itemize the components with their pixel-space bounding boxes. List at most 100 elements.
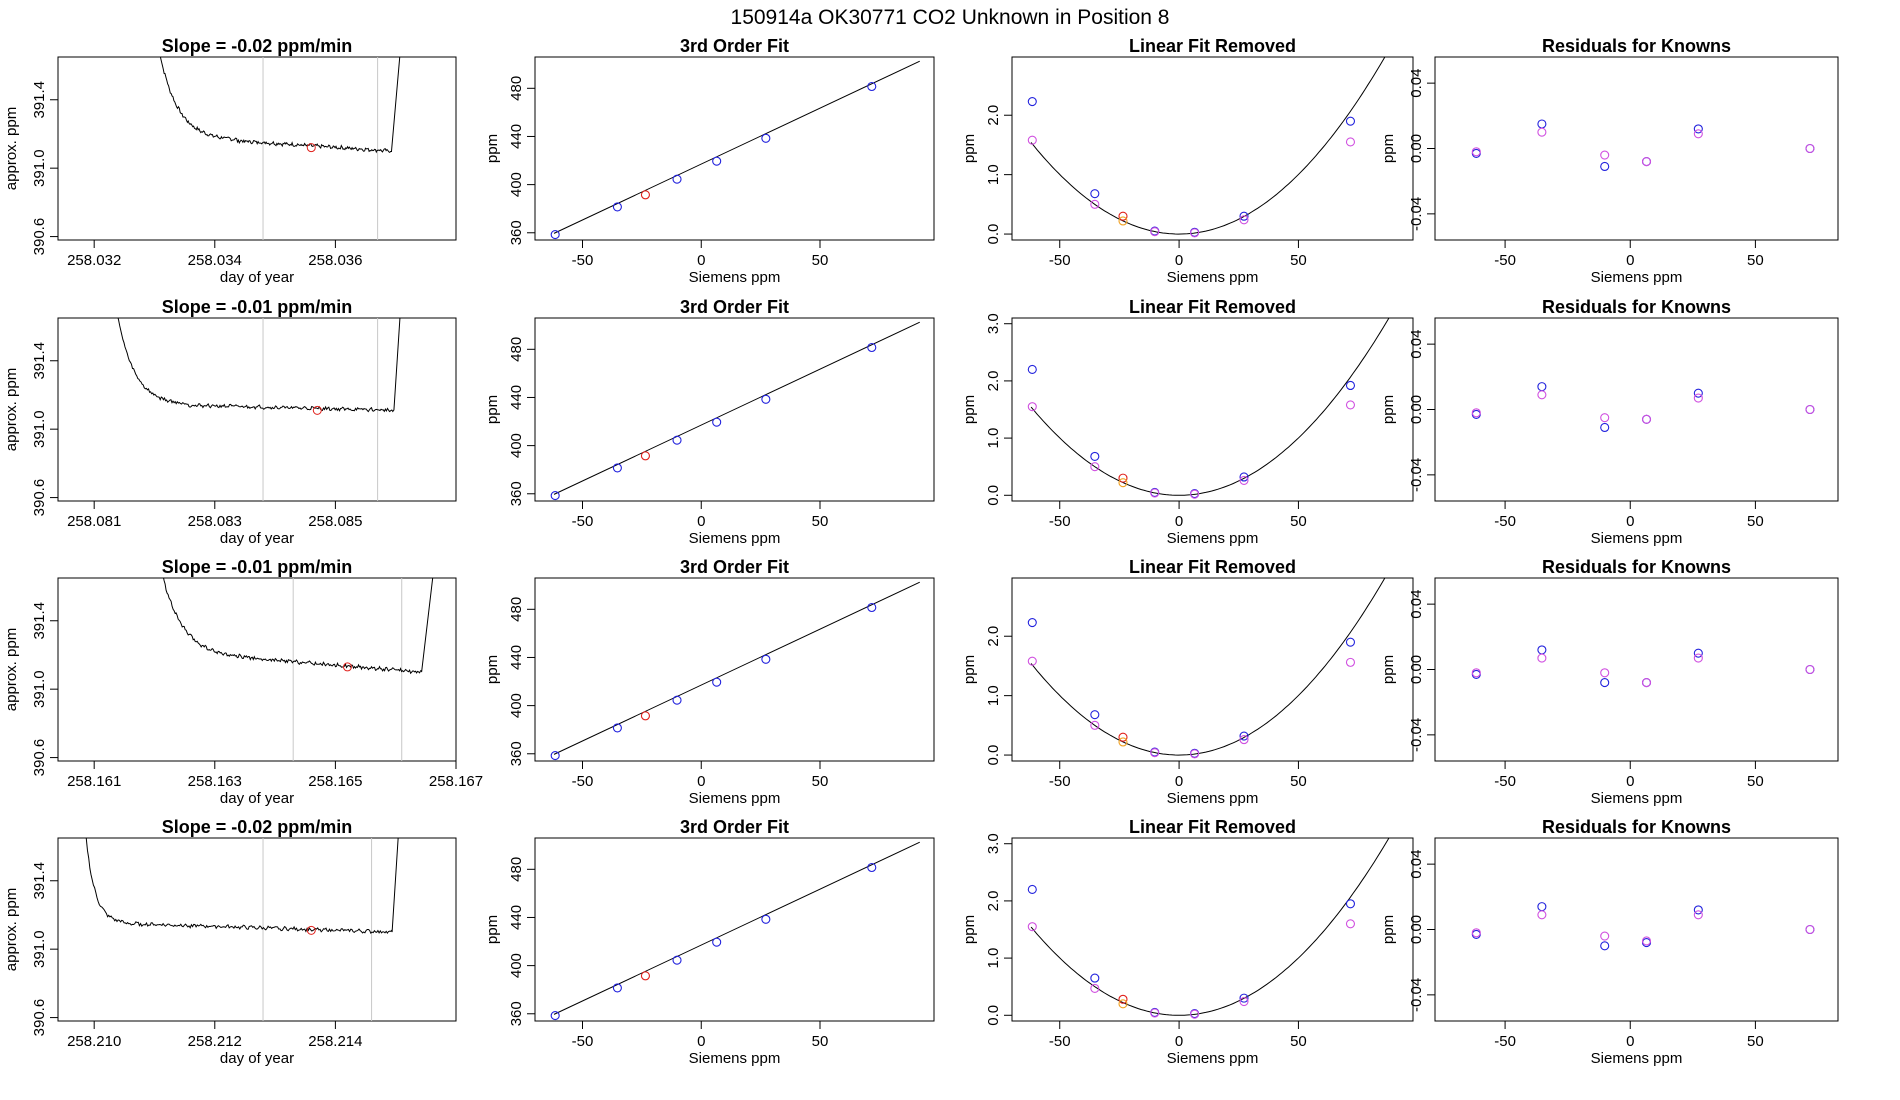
panel-fit-row-3: 3rd Order Fit -50 0 50 360 400 440 480 Siemens p… bbox=[484, 817, 935, 1067]
panel-title: Linear Fit Removed bbox=[1129, 557, 1296, 577]
data-point-known bbox=[1239, 472, 1249, 482]
y-tick-label: 391.0 bbox=[31, 670, 48, 708]
x-tick-label: 0 bbox=[1175, 513, 1183, 530]
data-point-alt bbox=[1190, 749, 1200, 759]
y-tick-label: 390.6 bbox=[31, 999, 48, 1037]
x-axis-label: Siemens ppm bbox=[1591, 1050, 1683, 1067]
panel-linear_removed-row-1: Linear Fit Removed -50 0 50 0.0 1.0 2.0 3.0 Siem… bbox=[961, 297, 1414, 547]
data-point-alt bbox=[1239, 997, 1249, 1007]
data-point-current bbox=[1118, 211, 1128, 221]
data-point-known bbox=[612, 723, 622, 733]
data-point-known bbox=[1090, 451, 1100, 461]
panel-linear_removed-row-0: Linear Fit Removed -50 0 50 0.0 1.0 2.0 Siemens… bbox=[961, 36, 1414, 286]
y-tick-label: 360 bbox=[508, 220, 525, 245]
data-point-alt bbox=[1150, 488, 1160, 498]
y-tick-label: 0.04 bbox=[1408, 590, 1425, 619]
x-tick-label: 258.214 bbox=[308, 1033, 362, 1050]
data-point-alt bbox=[1641, 936, 1652, 946]
data-point-known bbox=[1345, 380, 1356, 391]
y-tick-label: 0.0 bbox=[985, 745, 1002, 766]
x-tick-label: 0 bbox=[1175, 252, 1183, 269]
y-tick-label: 400 bbox=[508, 953, 525, 978]
data-point-known bbox=[550, 1011, 560, 1021]
y-tick-label: 2.0 bbox=[985, 890, 1002, 911]
concentration-trace bbox=[117, 318, 401, 413]
concentration-trace bbox=[163, 578, 434, 675]
x-tick-label: 50 bbox=[1747, 513, 1764, 530]
x-tick-label: 50 bbox=[1290, 1033, 1307, 1050]
data-point-alt bbox=[1693, 393, 1703, 403]
data-point-current bbox=[640, 190, 650, 200]
y-axis-label: approx. ppm bbox=[3, 107, 20, 190]
plot-frame bbox=[57, 317, 457, 502]
panel-title: Slope = -0.02 ppm/min bbox=[162, 36, 353, 56]
x-tick-label: 258.034 bbox=[188, 252, 242, 269]
x-tick-label: 50 bbox=[1747, 773, 1764, 790]
x-tick-label: -50 bbox=[1049, 252, 1071, 269]
data-point-current bbox=[1118, 732, 1128, 742]
panel-fit-row-1: 3rd Order Fit -50 0 50 360 400 440 480 Siemens p… bbox=[484, 297, 935, 547]
data-point-known bbox=[1027, 97, 1037, 107]
concentration-trace bbox=[85, 838, 399, 935]
panel-title: 3rd Order Fit bbox=[680, 297, 789, 317]
fit-line bbox=[553, 60, 920, 234]
data-point-alt bbox=[1345, 657, 1356, 667]
y-tick-label: 391.0 bbox=[31, 410, 48, 448]
data-point-known bbox=[1239, 993, 1249, 1003]
plot-frame bbox=[1434, 56, 1839, 241]
x-tick-label: -50 bbox=[1494, 773, 1516, 790]
y-tick-label: 0.00 bbox=[1408, 915, 1425, 944]
data-point-known bbox=[712, 677, 722, 687]
data-point-known bbox=[712, 937, 722, 947]
x-tick-label: 258.210 bbox=[67, 1033, 121, 1050]
data-point-known bbox=[672, 435, 682, 445]
y-tick-label: 391.0 bbox=[31, 930, 48, 968]
data-point-alt bbox=[1027, 656, 1037, 666]
data-point-alt bbox=[1693, 129, 1703, 139]
plot-frame bbox=[534, 317, 935, 502]
panel-timeseries-row-3: Slope = -0.02 ppm/min 258.210 258.212 258.2… bbox=[3, 817, 457, 1067]
x-tick-label: 258.085 bbox=[308, 513, 362, 530]
data-point-known bbox=[867, 862, 877, 873]
panel-title: 3rd Order Fit bbox=[680, 36, 789, 56]
x-tick-label: 258.212 bbox=[188, 1033, 242, 1050]
panel-title: Linear Fit Removed bbox=[1129, 36, 1296, 56]
x-tick-label: 50 bbox=[812, 252, 829, 269]
x-axis-label: Siemens ppm bbox=[1167, 530, 1259, 547]
panel-linear_removed-row-2: Linear Fit Removed -50 0 50 0.0 1.0 2.0 Siemens… bbox=[961, 557, 1414, 807]
plot-frame bbox=[57, 56, 457, 241]
y-axis-label: ppm bbox=[1380, 395, 1397, 424]
data-point-current bbox=[640, 971, 650, 981]
plot-area bbox=[550, 60, 920, 240]
data-point-known bbox=[867, 81, 877, 92]
data-point-alt bbox=[1641, 678, 1652, 688]
plot-area bbox=[550, 841, 920, 1021]
y-tick-label: 480 bbox=[508, 597, 525, 622]
data-point-known bbox=[867, 602, 877, 613]
plot-frame bbox=[1011, 837, 1414, 1022]
x-tick-label: 0 bbox=[1626, 773, 1634, 790]
data-point-known bbox=[1239, 211, 1249, 221]
data-point-known bbox=[1090, 710, 1100, 720]
plot-area bbox=[1027, 838, 1390, 1019]
y-tick-label: 1.0 bbox=[985, 428, 1002, 449]
x-axis-label: Siemens ppm bbox=[1167, 790, 1259, 807]
x-tick-label: 50 bbox=[1290, 513, 1307, 530]
plot-frame bbox=[534, 56, 935, 241]
data-point-alt bbox=[1090, 720, 1100, 730]
y-axis-label: ppm bbox=[484, 915, 501, 944]
x-tick-label: 50 bbox=[1290, 252, 1307, 269]
x-tick-label: 258.081 bbox=[67, 513, 121, 530]
x-axis-label: day of year bbox=[220, 530, 294, 547]
x-tick-label: 50 bbox=[812, 773, 829, 790]
data-point-alt bbox=[1471, 928, 1481, 938]
y-tick-label: 440 bbox=[508, 385, 525, 410]
x-axis-label: Siemens ppm bbox=[689, 530, 781, 547]
data-point-known bbox=[867, 342, 877, 353]
data-point-alt bbox=[1600, 150, 1610, 160]
y-axis-label: approx. ppm bbox=[3, 888, 20, 971]
data-point-known bbox=[1537, 645, 1547, 655]
data-point-known bbox=[1027, 618, 1037, 628]
data-point-alt bbox=[1600, 668, 1610, 678]
data-point-known bbox=[672, 955, 682, 965]
